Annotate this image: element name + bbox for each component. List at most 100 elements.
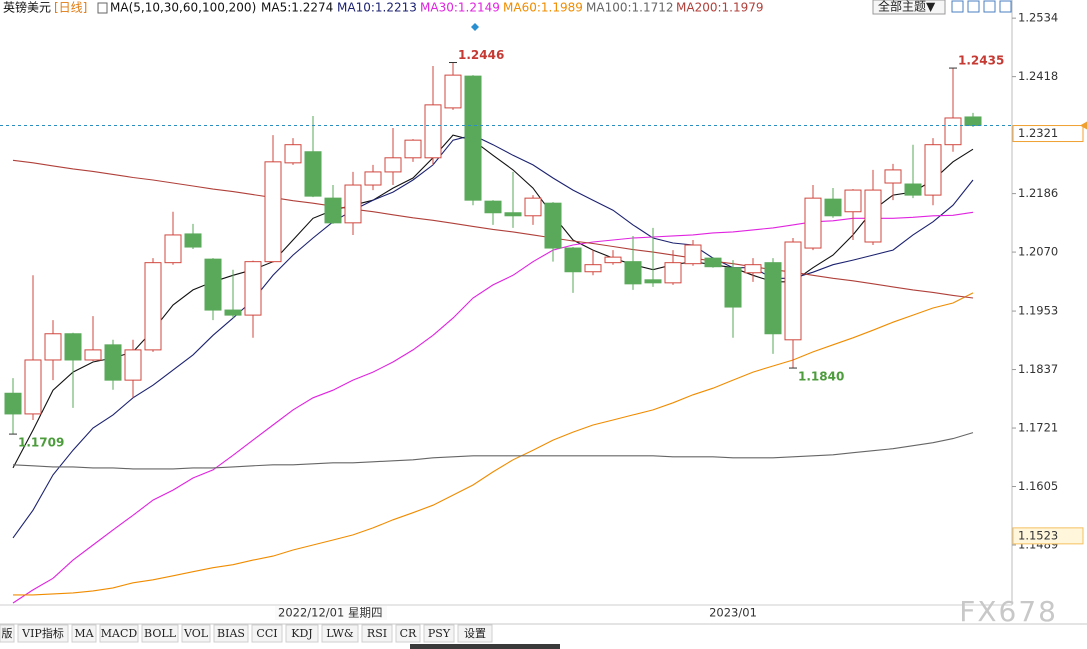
toolbar-label[interactable]: MACD [101,627,138,640]
candle-body [704,257,722,268]
candle-body [104,344,122,381]
candle-body [264,161,282,263]
candles [4,62,982,435]
toolbar-tab[interactable] [395,624,421,643]
candle-body [684,244,702,265]
candle-body [904,183,922,196]
ma-line [12,134,974,469]
candle-body [624,261,642,285]
legend-entry: MA10:1.2213 [337,1,417,15]
zoom-out-icon[interactable] [967,0,980,13]
candle-body [204,258,222,311]
candle-body [844,189,862,213]
y-tick-label: 1.1837 [1018,362,1058,376]
toolbar-tab[interactable] [181,624,211,643]
bottom-tabs [410,644,560,649]
toolbar-label[interactable]: CR [400,627,417,640]
x-tick-label: 2023/01 [709,606,757,620]
toolbar-icons[interactable] [951,0,1012,13]
y-tick-label: 1.1953 [1018,304,1058,318]
toolbar-tab[interactable] [285,624,319,643]
indicator-label: MA(5,10,30,60,100,200) [110,1,256,15]
ma-line [12,159,974,299]
candle-body [804,197,822,249]
toolbar-tab[interactable] [71,624,97,643]
candle-body [764,262,782,335]
toolbar-tab[interactable] [99,624,139,643]
candle-body [604,256,622,264]
low-label: 1.1709 [18,436,64,450]
legend-entry: MA100:1.1712 [586,1,674,15]
toolbar-tab[interactable] [457,624,493,643]
candle-body [184,233,202,248]
candle-body [144,262,162,351]
toolbar-label[interactable]: BOLL [144,627,177,640]
candle-body [824,198,842,217]
candle-body [84,349,102,361]
toolbar-tab[interactable] [251,624,283,643]
toolbar-label[interactable]: 设置 [464,627,486,640]
current-price-label: 1.2321 [1018,126,1058,140]
candle-body [884,169,902,184]
candle-body [484,200,502,214]
toolbar-tab[interactable] [423,624,455,643]
current-price-tag [1012,125,1084,143]
candle-body [444,74,462,109]
indicator-icon[interactable] [97,2,108,14]
toolbar-tab[interactable] [213,624,249,643]
toolbar-tab[interactable] [321,624,359,643]
candle-body [784,241,802,341]
toolbar-label[interactable]: PSY [428,627,451,640]
toolbar-label[interactable]: RSI [367,627,387,640]
toolbar-tab[interactable] [17,624,69,643]
candle-body [964,116,982,127]
marker-price-label: 1.1523 [1018,528,1058,542]
y-tick-label: 1.2186 [1018,186,1058,200]
toolbar-label[interactable]: 版 [2,626,13,640]
zoom-in-icon[interactable] [951,0,964,13]
toolbar-label[interactable]: LW& [326,627,354,640]
y-tick-label: 1.1605 [1018,479,1058,493]
current-price-arrow [1080,121,1087,130]
candle-body [864,189,882,243]
toolbar-label[interactable]: VIP指标 [21,626,64,640]
toolbar-label[interactable]: MA [74,627,94,640]
toolbar-label[interactable]: CCI [256,627,277,640]
moving-averages [12,134,974,604]
right-icon[interactable] [999,0,1012,13]
candle-body [324,197,342,224]
toolbar-tab[interactable] [141,624,179,643]
ma-line [12,432,974,470]
theme-button-label[interactable]: 全部主题▼ [878,0,936,14]
chart-subtitle: [日线] [54,1,87,15]
candle-body [164,234,182,264]
candle-body [944,117,962,146]
toolbar-tab[interactable] [361,624,393,643]
toolbar-label[interactable]: KDJ [291,627,312,640]
candle-body [284,144,302,164]
candle-body [344,184,362,224]
left-icon[interactable] [983,0,996,13]
theme-button[interactable] [872,0,946,15]
candle-body [384,157,402,173]
toolbar[interactable]: 版 VIP指标 MA MACD BOLL VOL BIAS CCI KDJ LW& RSI CR PSY… [0,624,493,643]
chart-title: 英镑美元 [3,0,51,15]
legend-entry: MA200:1.1979 [676,1,764,15]
candle-body [44,333,62,361]
toolbar-label[interactable]: VOL [183,627,209,640]
candle-body [64,333,82,361]
candle-body [744,264,762,274]
candle-body [24,359,42,415]
candle-body [644,279,662,284]
toolbar-label[interactable]: BIAS [217,627,245,640]
candle-body [544,202,562,249]
toolbar-tab[interactable] [0,624,15,643]
candle-body [924,144,942,196]
marker-price-tag [1012,527,1084,545]
x-tick-label: 2022/12/01 星期四 [278,606,382,620]
ma-line [12,134,974,539]
candle-body [724,267,742,308]
candle-body [244,261,262,316]
